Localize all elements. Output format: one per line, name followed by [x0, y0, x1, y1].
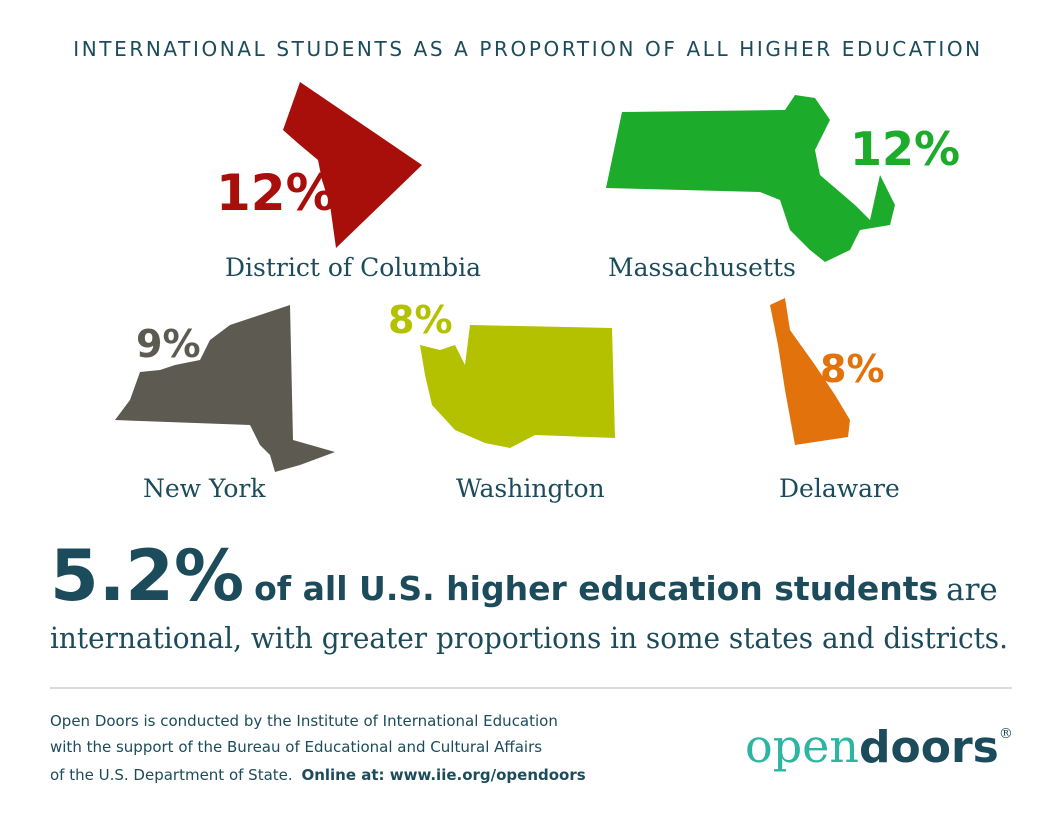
state-percent: 12%	[216, 164, 336, 222]
state-shape	[115, 305, 335, 472]
state-shape	[606, 95, 895, 262]
headline-line1: 5.2% of all U.S. higher education studen…	[50, 535, 998, 617]
state-name: District of Columbia	[225, 253, 481, 282]
logo-mark: ®	[999, 726, 1013, 742]
title: INTERNATIONAL STUDENTS AS A PROPORTION O…	[73, 37, 983, 61]
headline-figure: 5.2%	[50, 535, 244, 617]
state-de: 8% Delaware	[770, 298, 900, 503]
headline-line2: international, with greater proportions …	[50, 621, 1008, 655]
state-dc: 12% District of Columbia	[216, 82, 481, 282]
footer-line: Open Doors is conducted by the Institute…	[50, 712, 558, 730]
state-percent: 8%	[820, 347, 885, 391]
state-shape	[283, 82, 422, 248]
state-percent: 9%	[136, 322, 201, 366]
footer-text: of the U.S. Department of State.	[50, 766, 293, 784]
logo: opendoors®	[745, 719, 1013, 773]
state-name: Massachusetts	[608, 253, 796, 282]
state-ny: 9% New York	[115, 305, 335, 503]
footer-line: with the support of the Bureau of Educat…	[50, 738, 542, 756]
logo-doors: doors	[859, 722, 999, 773]
logo-open: open	[745, 719, 859, 773]
state-name: Washington	[456, 474, 605, 503]
state-percent: 12%	[850, 122, 960, 176]
headline-bold: of all U.S. higher education students	[254, 569, 938, 608]
footer-line: of the U.S. Department of State. Online …	[50, 766, 586, 784]
state-shape	[420, 325, 615, 448]
state-wa: 8% Washington	[388, 298, 615, 503]
footer-link[interactable]: Online at: www.iie.org/opendoors	[301, 766, 585, 784]
state-percent: 8%	[388, 298, 453, 342]
state-ma: 12% Massachusetts	[606, 95, 960, 282]
state-shape	[770, 298, 850, 445]
state-name: New York	[143, 474, 266, 503]
state-name: Delaware	[779, 474, 900, 503]
headline-tail: are	[946, 572, 998, 608]
